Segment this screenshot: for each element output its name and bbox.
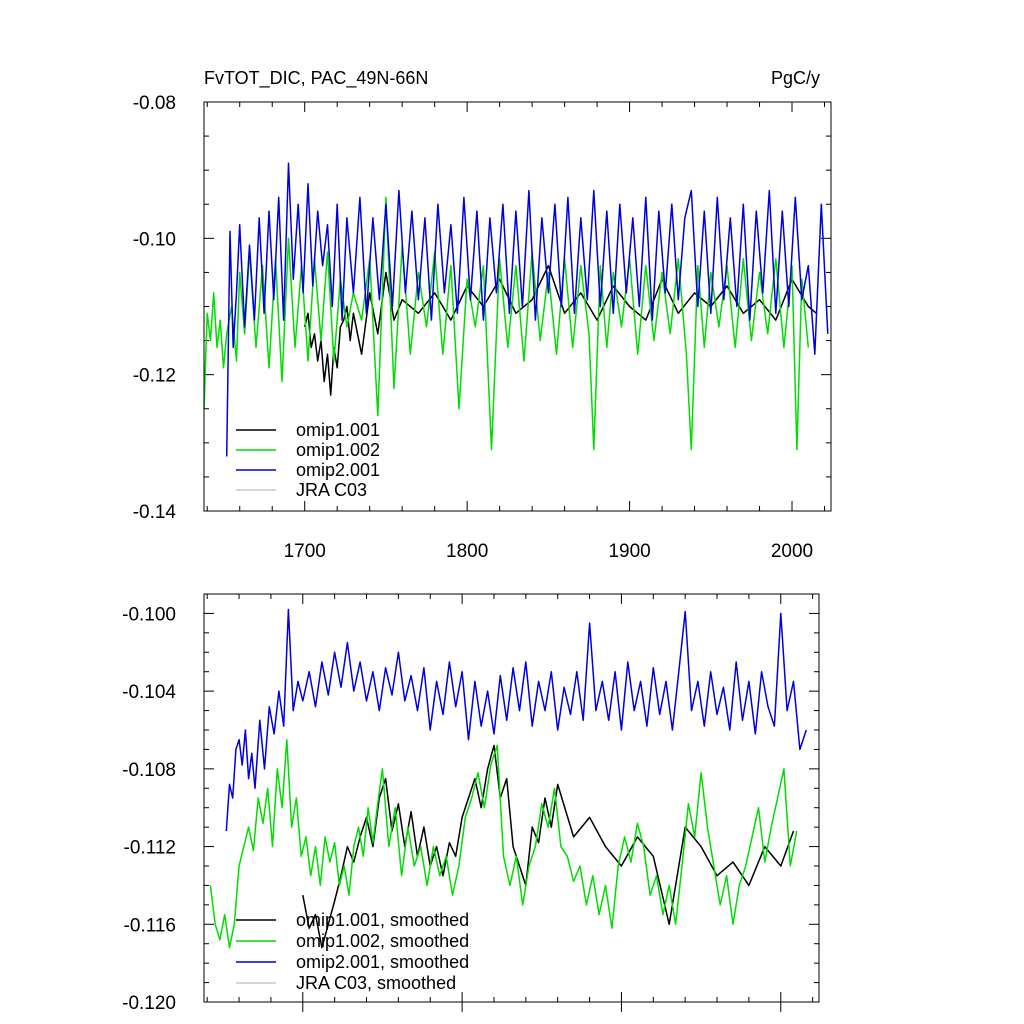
bottom-ytick-label: -0.104 bbox=[122, 682, 176, 703]
top-units: PgC/y bbox=[771, 68, 820, 88]
top-ytick-label: -0.14 bbox=[133, 502, 177, 523]
top-series-omip2-001 bbox=[225, 162, 829, 457]
bottom-series-omip1-001-smoothed bbox=[302, 744, 795, 949]
top-xtick-label: 1900 bbox=[608, 541, 650, 562]
top-ytick-label: -0.12 bbox=[133, 366, 176, 387]
top-plot-frame bbox=[203, 101, 832, 512]
top-ytick-label: -0.10 bbox=[133, 229, 176, 250]
bottom-axes: -0.120 -0.116 -0.112 -0.108 -0.104 -0.100 bbox=[122, 593, 819, 1014]
top-xtick-label: 1700 bbox=[284, 541, 326, 562]
bottom-legend-label: omip2.001, smoothed bbox=[296, 952, 469, 972]
top-legend-label: omip2.001 bbox=[296, 460, 380, 480]
bottom-ytick-label: -0.116 bbox=[124, 915, 176, 936]
bottom-plot-frame bbox=[203, 593, 820, 1003]
top-legend-label: JRA C03 bbox=[296, 480, 367, 500]
bottom-ytick-label: -0.120 bbox=[122, 993, 176, 1014]
top-series-group bbox=[203, 162, 829, 457]
top-title: FvTOT_DIC, PAC_49N-66N bbox=[204, 68, 428, 89]
top-panel: FvTOT_DIC, PAC_49N-66N PgC/y -0.14-0.12-… bbox=[133, 68, 832, 562]
bottom-series-group bbox=[209, 608, 808, 949]
bottom-series-omip1-002-smoothed bbox=[209, 738, 798, 949]
bottom-series-omip2-001-smoothed bbox=[225, 608, 808, 832]
bottom-legend-label: omip1.002, smoothed bbox=[296, 931, 469, 951]
bottom-legend-label: JRA C03, smoothed bbox=[296, 973, 456, 993]
bottom-ytick-label: -0.100 bbox=[122, 604, 176, 625]
top-legend-label: omip1.001 bbox=[296, 420, 380, 440]
bottom-panel: -0.120 -0.116 -0.112 -0.108 -0.104 -0.100 omi… bbox=[122, 593, 820, 1014]
bottom-ytick-label: -0.112 bbox=[124, 838, 176, 859]
top-series-omip1-002 bbox=[203, 196, 810, 451]
top-legend-label: omip1.002 bbox=[296, 440, 380, 460]
top-axes: -0.14 -0.12 -0.10 -0.08 1700 1800 1900 2000 bbox=[133, 93, 831, 562]
bottom-ytick-label: -0.108 bbox=[122, 760, 176, 781]
top-xtick-label: 2000 bbox=[771, 541, 813, 562]
top-ytick-label: -0.08 bbox=[133, 93, 176, 114]
bottom-legend-label: omip1.001, smoothed bbox=[296, 910, 469, 930]
top-xtick-label: 1800 bbox=[446, 541, 488, 562]
